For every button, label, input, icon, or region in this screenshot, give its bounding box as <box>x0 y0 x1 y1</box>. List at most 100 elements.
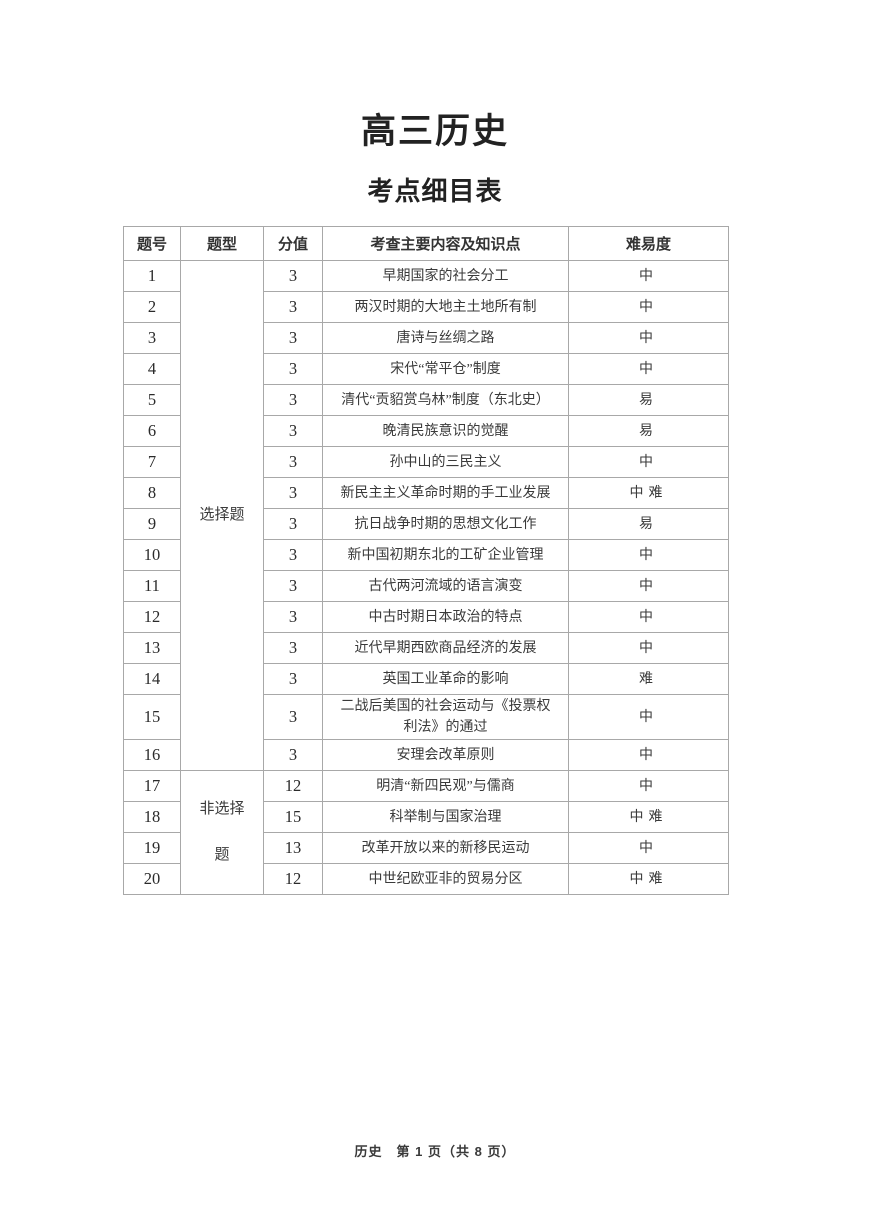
cell-question-no: 15 <box>123 694 181 740</box>
cell-content: 安理会改革原则 <box>322 739 569 771</box>
question-type-label: 选择题 <box>199 507 245 523</box>
cell-question-no: 16 <box>123 739 181 771</box>
cell-difficulty: 中 <box>568 539 729 571</box>
cell-difficulty: 中 <box>568 832 729 864</box>
cell-points: 3 <box>263 739 323 771</box>
cell-difficulty: 易 <box>568 384 729 416</box>
page-title: 高三历史 <box>360 112 509 151</box>
cell-difficulty: 中 <box>568 694 729 740</box>
cell-question-no: 4 <box>123 353 181 385</box>
cell-content: 抗日战争时期的思想文化工作 <box>322 508 569 540</box>
table-row: 1 选择题 3 早期国家的社会分工中 <box>123 260 729 771</box>
cell-points: 3 <box>263 632 323 664</box>
table-row: 15 3 二战后美国的社会运动与《投票权 利法》的通过中 <box>123 694 729 740</box>
cell-question-no: 13 <box>123 632 181 664</box>
cell-content: 两汉时期的大地主土地所有制 <box>322 291 569 323</box>
cell-content: 新中国初期东北的工矿企业管理 <box>322 539 569 571</box>
cell-points: 13 <box>263 832 323 864</box>
cell-content: 清代“贡貂赏乌林”制度（东北史） <box>322 384 569 416</box>
table-row: 9 3 抗日战争时期的思想文化工作易 <box>123 508 729 540</box>
cell-points: 3 <box>263 260 323 292</box>
cell-content: 明清“新四民观”与儒商 <box>322 770 569 802</box>
cell-question-no: 11 <box>123 570 181 602</box>
cell-points: 3 <box>263 539 323 571</box>
table-row: 6 3 晚清民族意识的觉醒易 <box>123 415 729 447</box>
cell-points: 3 <box>263 508 323 540</box>
header-question-type: 题型 <box>180 226 264 261</box>
page-footer: 历史 第 1 页（共 8 页） <box>354 1144 516 1159</box>
cell-difficulty: 易 <box>568 415 729 447</box>
cell-content: 宋代“常平仓”制度 <box>322 353 569 385</box>
cell-points: 3 <box>263 477 323 509</box>
table-header-row: 题号 题型 分值 考查主要内容及知识点 难易度 <box>123 226 729 261</box>
header-points: 分值 <box>263 226 323 261</box>
cell-content: 改革开放以来的新移民运动 <box>322 832 569 864</box>
table-row: 16 3 安理会改革原则中 <box>123 739 729 771</box>
cell-question-no: 3 <box>123 322 181 354</box>
cell-points: 3 <box>263 384 323 416</box>
cell-content: 二战后美国的社会运动与《投票权 利法》的通过 <box>322 694 569 740</box>
cell-question-no: 10 <box>123 539 181 571</box>
table-row: 17 非选择题 12 明清“新四民观”与儒商中 <box>123 770 729 895</box>
cell-question-type: 非选择题 <box>180 770 264 895</box>
cell-question-type: 选择题 <box>180 260 264 771</box>
page-subtitle: 考点细目表 <box>367 176 503 206</box>
cell-question-no: 12 <box>123 601 181 633</box>
cell-question-no: 14 <box>123 663 181 695</box>
cell-points: 3 <box>263 446 323 478</box>
cell-question-no: 20 <box>123 863 181 895</box>
exam-points-table: 题号 题型 分值 考查主要内容及知识点 难易度 1 选择题 3 早期国家的社会分工中 2… <box>123 226 729 895</box>
cell-difficulty: 中难 <box>568 863 729 895</box>
cell-difficulty: 中 <box>568 632 729 664</box>
cell-points: 3 <box>263 415 323 447</box>
cell-difficulty: 中 <box>568 260 729 292</box>
cell-points: 15 <box>263 801 323 833</box>
header-content: 考查主要内容及知识点 <box>322 226 569 261</box>
cell-points: 3 <box>263 694 323 740</box>
cell-question-no: 19 <box>123 832 181 864</box>
cell-content: 孙中山的三民主义 <box>322 446 569 478</box>
cell-content: 唐诗与丝绸之路 <box>322 322 569 354</box>
cell-question-no: 17 <box>123 770 181 802</box>
cell-points: 3 <box>263 663 323 695</box>
cell-question-no: 2 <box>123 291 181 323</box>
cell-question-no: 8 <box>123 477 181 509</box>
cell-content: 中世纪欧亚非的贸易分区 <box>322 863 569 895</box>
cell-question-no: 6 <box>123 415 181 447</box>
cell-content: 英国工业革命的影响 <box>322 663 569 695</box>
table-row: 19 13 改革开放以来的新移民运动中 <box>123 832 729 864</box>
cell-points: 3 <box>263 570 323 602</box>
cell-content: 古代两河流域的语言演变 <box>322 570 569 602</box>
header-difficulty: 难易度 <box>568 226 729 261</box>
table-row: 5 3 清代“贡貂赏乌林”制度（东北史）易 <box>123 384 729 416</box>
cell-points: 3 <box>263 291 323 323</box>
cell-points: 12 <box>263 770 323 802</box>
cell-difficulty: 中 <box>568 601 729 633</box>
question-type-label: 题 <box>214 847 230 863</box>
cell-question-no: 9 <box>123 508 181 540</box>
question-type-label: 非选择 <box>199 801 245 817</box>
cell-points: 3 <box>263 601 323 633</box>
table-row: 4 3 宋代“常平仓”制度中 <box>123 353 729 385</box>
cell-content: 近代早期西欧商品经济的发展 <box>322 632 569 664</box>
cell-difficulty: 中难 <box>568 477 729 509</box>
cell-content: 科举制与国家治理 <box>322 801 569 833</box>
table-row: 12 3 中古时期日本政治的特点中 <box>123 601 729 633</box>
cell-difficulty: 中 <box>568 446 729 478</box>
cell-difficulty: 难 <box>568 663 729 695</box>
cell-difficulty: 中 <box>568 322 729 354</box>
cell-difficulty: 中 <box>568 570 729 602</box>
cell-points: 3 <box>263 353 323 385</box>
cell-difficulty: 中 <box>568 353 729 385</box>
cell-question-no: 7 <box>123 446 181 478</box>
cell-points: 12 <box>263 863 323 895</box>
table-row: 7 3 孙中山的三民主义中 <box>123 446 729 478</box>
cell-difficulty: 中 <box>568 739 729 771</box>
cell-difficulty: 中 <box>568 291 729 323</box>
table-row: 8 3 新民主主义革命时期的手工业发展 中难 <box>123 477 729 509</box>
cell-difficulty: 中难 <box>568 801 729 833</box>
table-row: 20 12 中世纪欧亚非的贸易分区 中难 <box>123 863 729 895</box>
table-row: 3 3 唐诗与丝绸之路中 <box>123 322 729 354</box>
cell-content: 中古时期日本政治的特点 <box>322 601 569 633</box>
